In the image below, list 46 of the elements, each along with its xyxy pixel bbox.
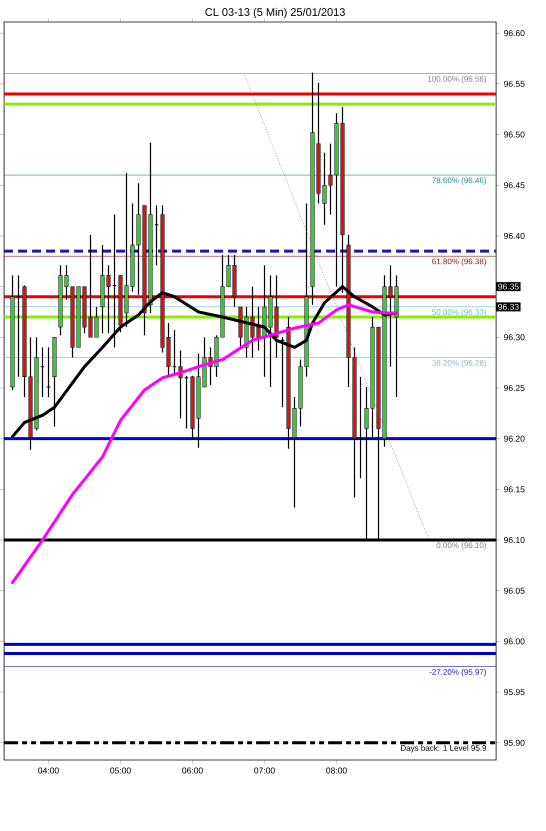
- y-tick-label: 96.20: [504, 436, 525, 442]
- y-tick-label: 96.55: [504, 80, 525, 87]
- y-tick-label: 96.05: [504, 588, 525, 594]
- y-tick-label: 96.00: [504, 638, 525, 644]
- candlestick: [16, 274, 21, 378]
- candlestick: [172, 330, 177, 376]
- ref-line-label: Days back: 1 Level 95.9: [401, 744, 486, 752]
- y-tick-label: 96.15: [504, 486, 525, 492]
- y-tick-label: 96.40: [504, 232, 525, 239]
- y-tick-label: 95.95: [504, 689, 525, 696]
- candlestick: [184, 375, 189, 430]
- candlestick: [280, 336, 285, 408]
- candlestick: [358, 376, 363, 479]
- x-tick-label: 07:00: [254, 768, 275, 774]
- ref-line-label: 78.60% (96.46): [432, 177, 486, 185]
- y-tick-label: 96.30: [504, 334, 525, 340]
- candlestick: [154, 204, 159, 266]
- candlestick: [40, 346, 45, 398]
- y-tick-label: 95.90: [504, 740, 525, 746]
- candlestick: [94, 306, 99, 338]
- ref-line-label: -27.20% (95.97): [429, 668, 486, 676]
- candlestick: [106, 264, 111, 334]
- ref-line-label: 100.00% (96.56): [428, 76, 486, 84]
- candlestick: [46, 346, 51, 398]
- y-tick-label: 96.60: [504, 30, 525, 36]
- ref-line-label: 50.00% (96.33): [432, 309, 486, 317]
- y-tick-label: 96.25: [504, 384, 525, 391]
- candlestick: [256, 306, 261, 352]
- ref-line-label: 0.00% (96.10): [436, 542, 486, 550]
- y-tick-label: 96.45: [504, 182, 525, 188]
- text: 96.33: [498, 304, 519, 310]
- y-tick-label: 96.50: [504, 132, 525, 138]
- ref-line-label: 38.20% (96.28): [432, 360, 486, 368]
- candlestick: [64, 264, 69, 300]
- x-tick-label: 05:00: [110, 768, 131, 774]
- x-tick-label: 08:00: [326, 768, 347, 774]
- x-tick-label: 06:00: [182, 768, 203, 774]
- chart-title: CL 03-13 (5 Min) 25/01/2013: [205, 8, 345, 18]
- y-tick-label: 96.10: [504, 537, 525, 544]
- x-tick-label: 04:00: [38, 768, 59, 774]
- candlestick: [328, 143, 333, 216]
- ref-line-label: 61.80% (96.38): [432, 258, 486, 266]
- candlestick: [88, 234, 93, 338]
- text: 96.35: [498, 284, 519, 290]
- candlestick: [322, 152, 327, 226]
- candlestick: [226, 254, 230, 288]
